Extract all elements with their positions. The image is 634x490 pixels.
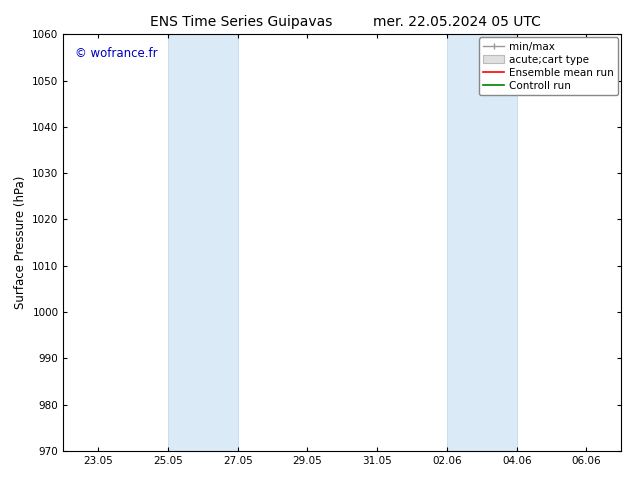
Bar [447,34,517,451]
Text: mer. 22.05.2024 05 UTC: mer. 22.05.2024 05 UTC [373,15,540,29]
Legend: min/max, acute;cart type, Ensemble mean run, Controll run: min/max, acute;cart type, Ensemble mean … [479,37,618,95]
Y-axis label: Surface Pressure (hPa): Surface Pressure (hPa) [14,176,27,309]
Text: ENS Time Series Guipavas: ENS Time Series Guipavas [150,15,332,29]
Text: © wofrance.fr: © wofrance.fr [75,47,157,60]
Bar [168,34,238,451]
